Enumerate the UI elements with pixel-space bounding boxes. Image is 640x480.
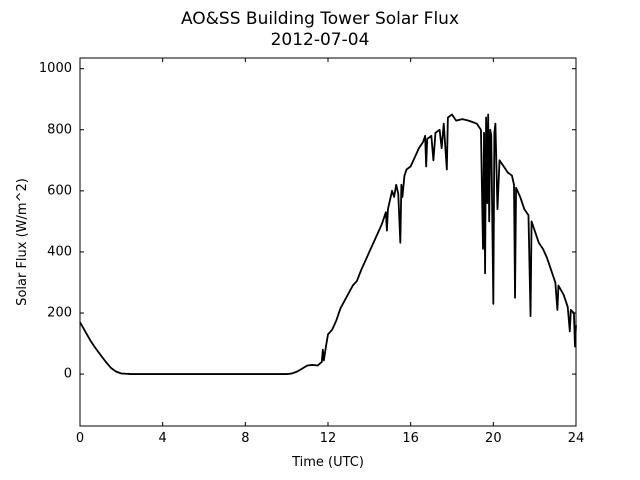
y-tick-label: 0 [64,367,72,382]
x-tick-label: 0 [76,431,84,446]
series-line [79,113,577,375]
x-tick-label: 12 [320,431,337,446]
y-tick-label: 200 [47,306,72,321]
y-axis-label: Solar Flux (W/m^2) [15,178,30,306]
y-tick-label: 400 [47,244,72,259]
x-tick-label: 20 [485,431,502,446]
chart-title: AO&SS Building Tower Solar Flux [181,9,459,29]
x-tick-label: 8 [241,431,249,446]
y-tick-label: 800 [47,122,72,137]
plot-frame [79,57,577,427]
y-tick-label: 1000 [39,61,72,76]
x-tick-label: 16 [402,431,419,446]
x-tick-label: 24 [568,431,585,446]
x-tick-label: 4 [159,431,167,446]
y-tick-label: 600 [47,183,72,198]
chart-subtitle: 2012-07-04 [271,30,370,50]
x-axis-label: Time (UTC) [291,455,364,470]
